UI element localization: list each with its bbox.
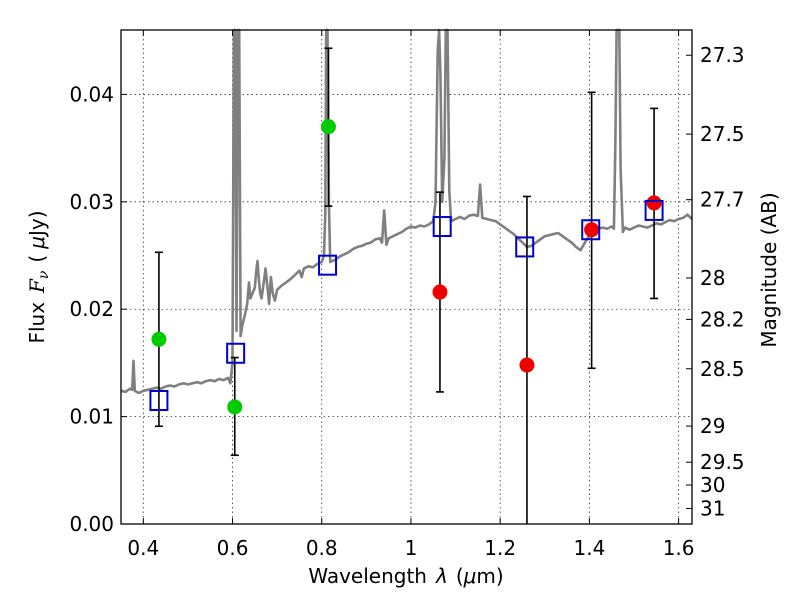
y-tick-label: 0.04 [69,82,114,106]
observed-point [320,119,336,135]
model-point [515,236,535,258]
mag-tick-label: 27.7 [700,188,745,212]
observed-point [519,357,535,373]
mag-tick-label: 27.5 [700,122,745,146]
observed-point [151,331,167,347]
y2-axis-label: Magnitude (AB) [757,192,781,347]
x-tick-label: 0.8 [306,536,338,560]
x-tick-label: 1.4 [573,536,605,560]
mag-tick-label: 28 [700,266,725,290]
plot-frame [120,29,693,525]
spectrum-line [120,28,693,395]
model-point [149,390,169,411]
mag-tick-label: 30 [700,473,725,497]
model-point [432,216,452,238]
y-tick-label: 0.02 [69,297,114,321]
grid-lines [121,30,692,525]
model-point [644,199,664,221]
mag-tick-label: 28.2 [700,307,745,331]
mag-tick-label: 28.5 [700,357,745,381]
error-bars [154,47,659,524]
y-tick-label: 0.01 [69,405,114,429]
mag-tick-label: 29.5 [700,450,745,474]
x-axis-label: Wavelength λ (μm) [308,564,503,588]
x-tick-label: 1 [405,536,418,560]
observed-point [646,195,662,211]
tick-labels: 0.4 0.6 0.8 1 1.2 1.4 1.6 0.00 0.01 0.02 0.03 0.04 2… [69,43,744,560]
model-point [226,342,246,364]
x-tick-label: 0.4 [127,536,159,560]
x-tick-label: 1.6 [663,536,695,560]
model-point [318,254,338,276]
observed-point [432,284,448,300]
x-tick-label: 1.2 [484,536,516,560]
axis-ticks [121,30,692,525]
observed-point [227,399,243,415]
observed-points [151,119,662,415]
mag-tick-label: 27.3 [700,43,745,67]
y-tick-label: 0.03 [69,190,114,214]
model-point [581,219,601,241]
spectrum-layer [120,28,693,395]
observed-point [584,222,600,238]
mag-tick-label: 31 [700,496,725,520]
y-axis-label: FluxFν(μJy) [25,210,52,343]
model-points [149,199,664,411]
mag-tick-label: 29 [700,414,725,438]
x-tick-label: 0.6 [217,536,249,560]
y-tick-label: 0.00 [69,512,114,536]
